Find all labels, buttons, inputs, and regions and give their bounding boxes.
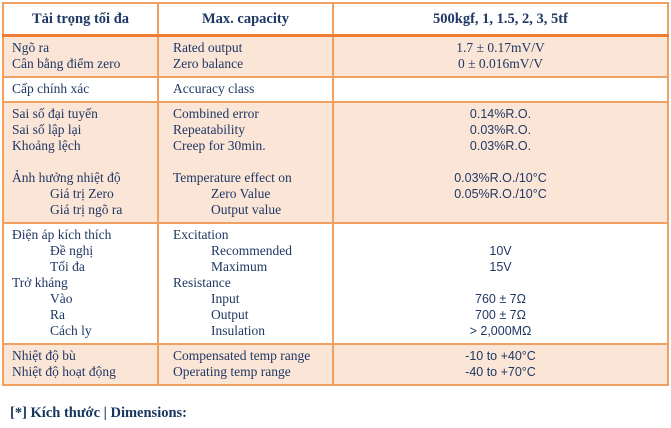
cell-label-en: Zero Value — [157, 186, 333, 202]
cell-label-en: Accuracy class — [157, 77, 333, 102]
spec-row: Cấp chính xác Accuracy class — [3, 77, 668, 102]
cell-label-en: Creep for 30min. — [157, 138, 333, 154]
spec-row: Giá trị ngõ ra Output value — [3, 202, 668, 223]
cell-value: 700 ± 7Ω — [332, 307, 668, 323]
spec-group: Sai số đại tuyến Combined error 0.14%R.O. S… — [3, 102, 668, 223]
cell-label-en: Resistance — [157, 275, 333, 291]
spec-row: Nhiệt độ hoạt động Operating temp range -4… — [3, 364, 668, 385]
cell-label-vi: Ra — [50, 307, 65, 322]
cell-value — [332, 275, 668, 291]
cell-label-en: Rated output — [157, 35, 333, 56]
cell-label-en: Excitation — [157, 223, 333, 243]
cell-value — [332, 223, 668, 243]
cell-label-en: Repeatability — [157, 122, 333, 138]
cell-label-en — [157, 154, 333, 170]
cell-label-vi — [3, 154, 158, 170]
spec-table: Tải trọng tối đa Max. capacity 500kgf, 1… — [2, 2, 669, 386]
cell-value: -40 to +70°C — [332, 364, 668, 385]
cell-label-vi: Điện áp kích thích — [12, 227, 112, 242]
spec-row: Giá trị Zero Zero Value 0.05%R.O./10°C — [3, 186, 668, 202]
cell-label-vi: Sai số lập lại — [12, 122, 82, 137]
spec-group: Nhiệt độ bù Compensated temp range -10 to … — [3, 344, 668, 385]
cell-value: 0.03%R.O./10°C — [332, 170, 668, 186]
spec-row: Đề nghị Recommended 10V — [3, 243, 668, 259]
cell-label-vi: Ngõ ra — [12, 40, 50, 55]
cell-label-vi: Cân bằng điểm zero — [12, 56, 121, 71]
cell-label-vi: Đề nghị — [50, 243, 94, 258]
cell-label-vi: Giá trị Zero — [50, 186, 114, 201]
cell-value: 15V — [332, 259, 668, 275]
cell-label-vi: Giá trị ngõ ra — [50, 202, 123, 217]
cell-label-en: Compensated temp range — [157, 344, 333, 364]
cell-label-en: Operating temp range — [157, 364, 333, 385]
header-row: Tải trọng tối đa Max. capacity 500kgf, 1… — [3, 3, 668, 36]
cell-label-en: Recommended — [157, 243, 333, 259]
cell-label-vi: Nhiệt độ hoạt động — [12, 364, 116, 379]
spec-group: Cấp chính xác Accuracy class — [3, 77, 668, 102]
cell-label-vi: Cách ly — [50, 323, 92, 338]
spec-row: Khoảng lệch Creep for 30min. 0.03%R.O. — [3, 138, 668, 154]
spec-row: Ngõ ra Rated output 1.7 ± 0.17mV/V — [3, 35, 668, 56]
spec-row: Điện áp kích thích Excitation — [3, 223, 668, 243]
cell-value — [332, 202, 668, 223]
cell-value: 1.7 ± 0.17mV/V — [332, 35, 668, 56]
spec-row: Sai số lập lại Repeatability 0.03%R.O. — [3, 122, 668, 138]
cell-value: 0.05%R.O./10°C — [332, 186, 668, 202]
dimensions-note: [*] Kích thước | Dimensions: — [10, 405, 188, 421]
spec-table-header: Tải trọng tối đa Max. capacity 500kgf, 1… — [3, 3, 668, 36]
spec-row: Ra Output 700 ± 7Ω — [3, 307, 668, 323]
header-capacity-values: 500kgf, 1, 1.5, 2, 3, 5tf — [332, 3, 668, 36]
spec-row: Vào Input 760 ± 7Ω — [3, 291, 668, 307]
cell-value — [332, 77, 668, 102]
cell-label-vi: Trở kháng — [12, 275, 68, 290]
spec-row: Cách ly Insulation > 2,000MΩ — [3, 323, 668, 344]
cell-label-en: Maximum — [157, 259, 333, 275]
spec-row: Nhiệt độ bù Compensated temp range -10 to … — [3, 344, 668, 364]
spec-row: Sai số đại tuyến Combined error 0.14%R.O. — [3, 102, 668, 122]
cell-label-vi: Sai số đại tuyến — [12, 106, 98, 121]
cell-label-en: Input — [157, 291, 333, 307]
cell-value: 760 ± 7Ω — [332, 291, 668, 307]
spec-row: Tối đa Maximum 15V — [3, 259, 668, 275]
cell-label-vi: Nhiệt độ bù — [12, 348, 76, 363]
cell-label-en: Output value — [157, 202, 333, 223]
cell-label-vi: Ảnh hưởng nhiệt độ — [12, 170, 121, 185]
cell-label-en: Zero balance — [157, 56, 333, 77]
spec-group: Điện áp kích thích Excitation Đề nghị Reco… — [3, 223, 668, 344]
cell-label-vi: Tối đa — [50, 259, 85, 274]
cell-label-en: Temperature effect on — [157, 170, 333, 186]
spec-row: Trở kháng Resistance — [3, 275, 668, 291]
header-max-capacity-vi: Tải trọng tối đa — [3, 3, 158, 36]
cell-label-vi: Khoảng lệch — [12, 138, 81, 153]
spec-row: Cân bằng điểm zero Zero balance 0 ± 0.016m… — [3, 56, 668, 77]
cell-label-en: Output — [157, 307, 333, 323]
cell-label-vi: Vào — [50, 291, 73, 306]
cell-value: 0.03%R.O. — [332, 138, 668, 154]
header-max-capacity-en: Max. capacity — [157, 3, 333, 36]
spec-row — [3, 154, 668, 170]
cell-value: -10 to +40°C — [332, 344, 668, 364]
cell-value: 10V — [332, 243, 668, 259]
cell-value: 0.14%R.O. — [332, 102, 668, 122]
spec-row: Ảnh hưởng nhiệt độ Temperature effect on 0… — [3, 170, 668, 186]
cell-label-en: Insulation — [157, 323, 333, 344]
cell-label-en: Combined error — [157, 102, 333, 122]
cell-value: > 2,000MΩ — [332, 323, 668, 344]
cell-value: 0.03%R.O. — [332, 122, 668, 138]
spec-group: Ngõ ra Rated output 1.7 ± 0.17mV/V Cân bằng… — [3, 35, 668, 77]
cell-value: 0 ± 0.016mV/V — [332, 56, 668, 77]
cell-label-vi: Cấp chính xác — [12, 81, 90, 96]
cell-value — [332, 154, 668, 170]
